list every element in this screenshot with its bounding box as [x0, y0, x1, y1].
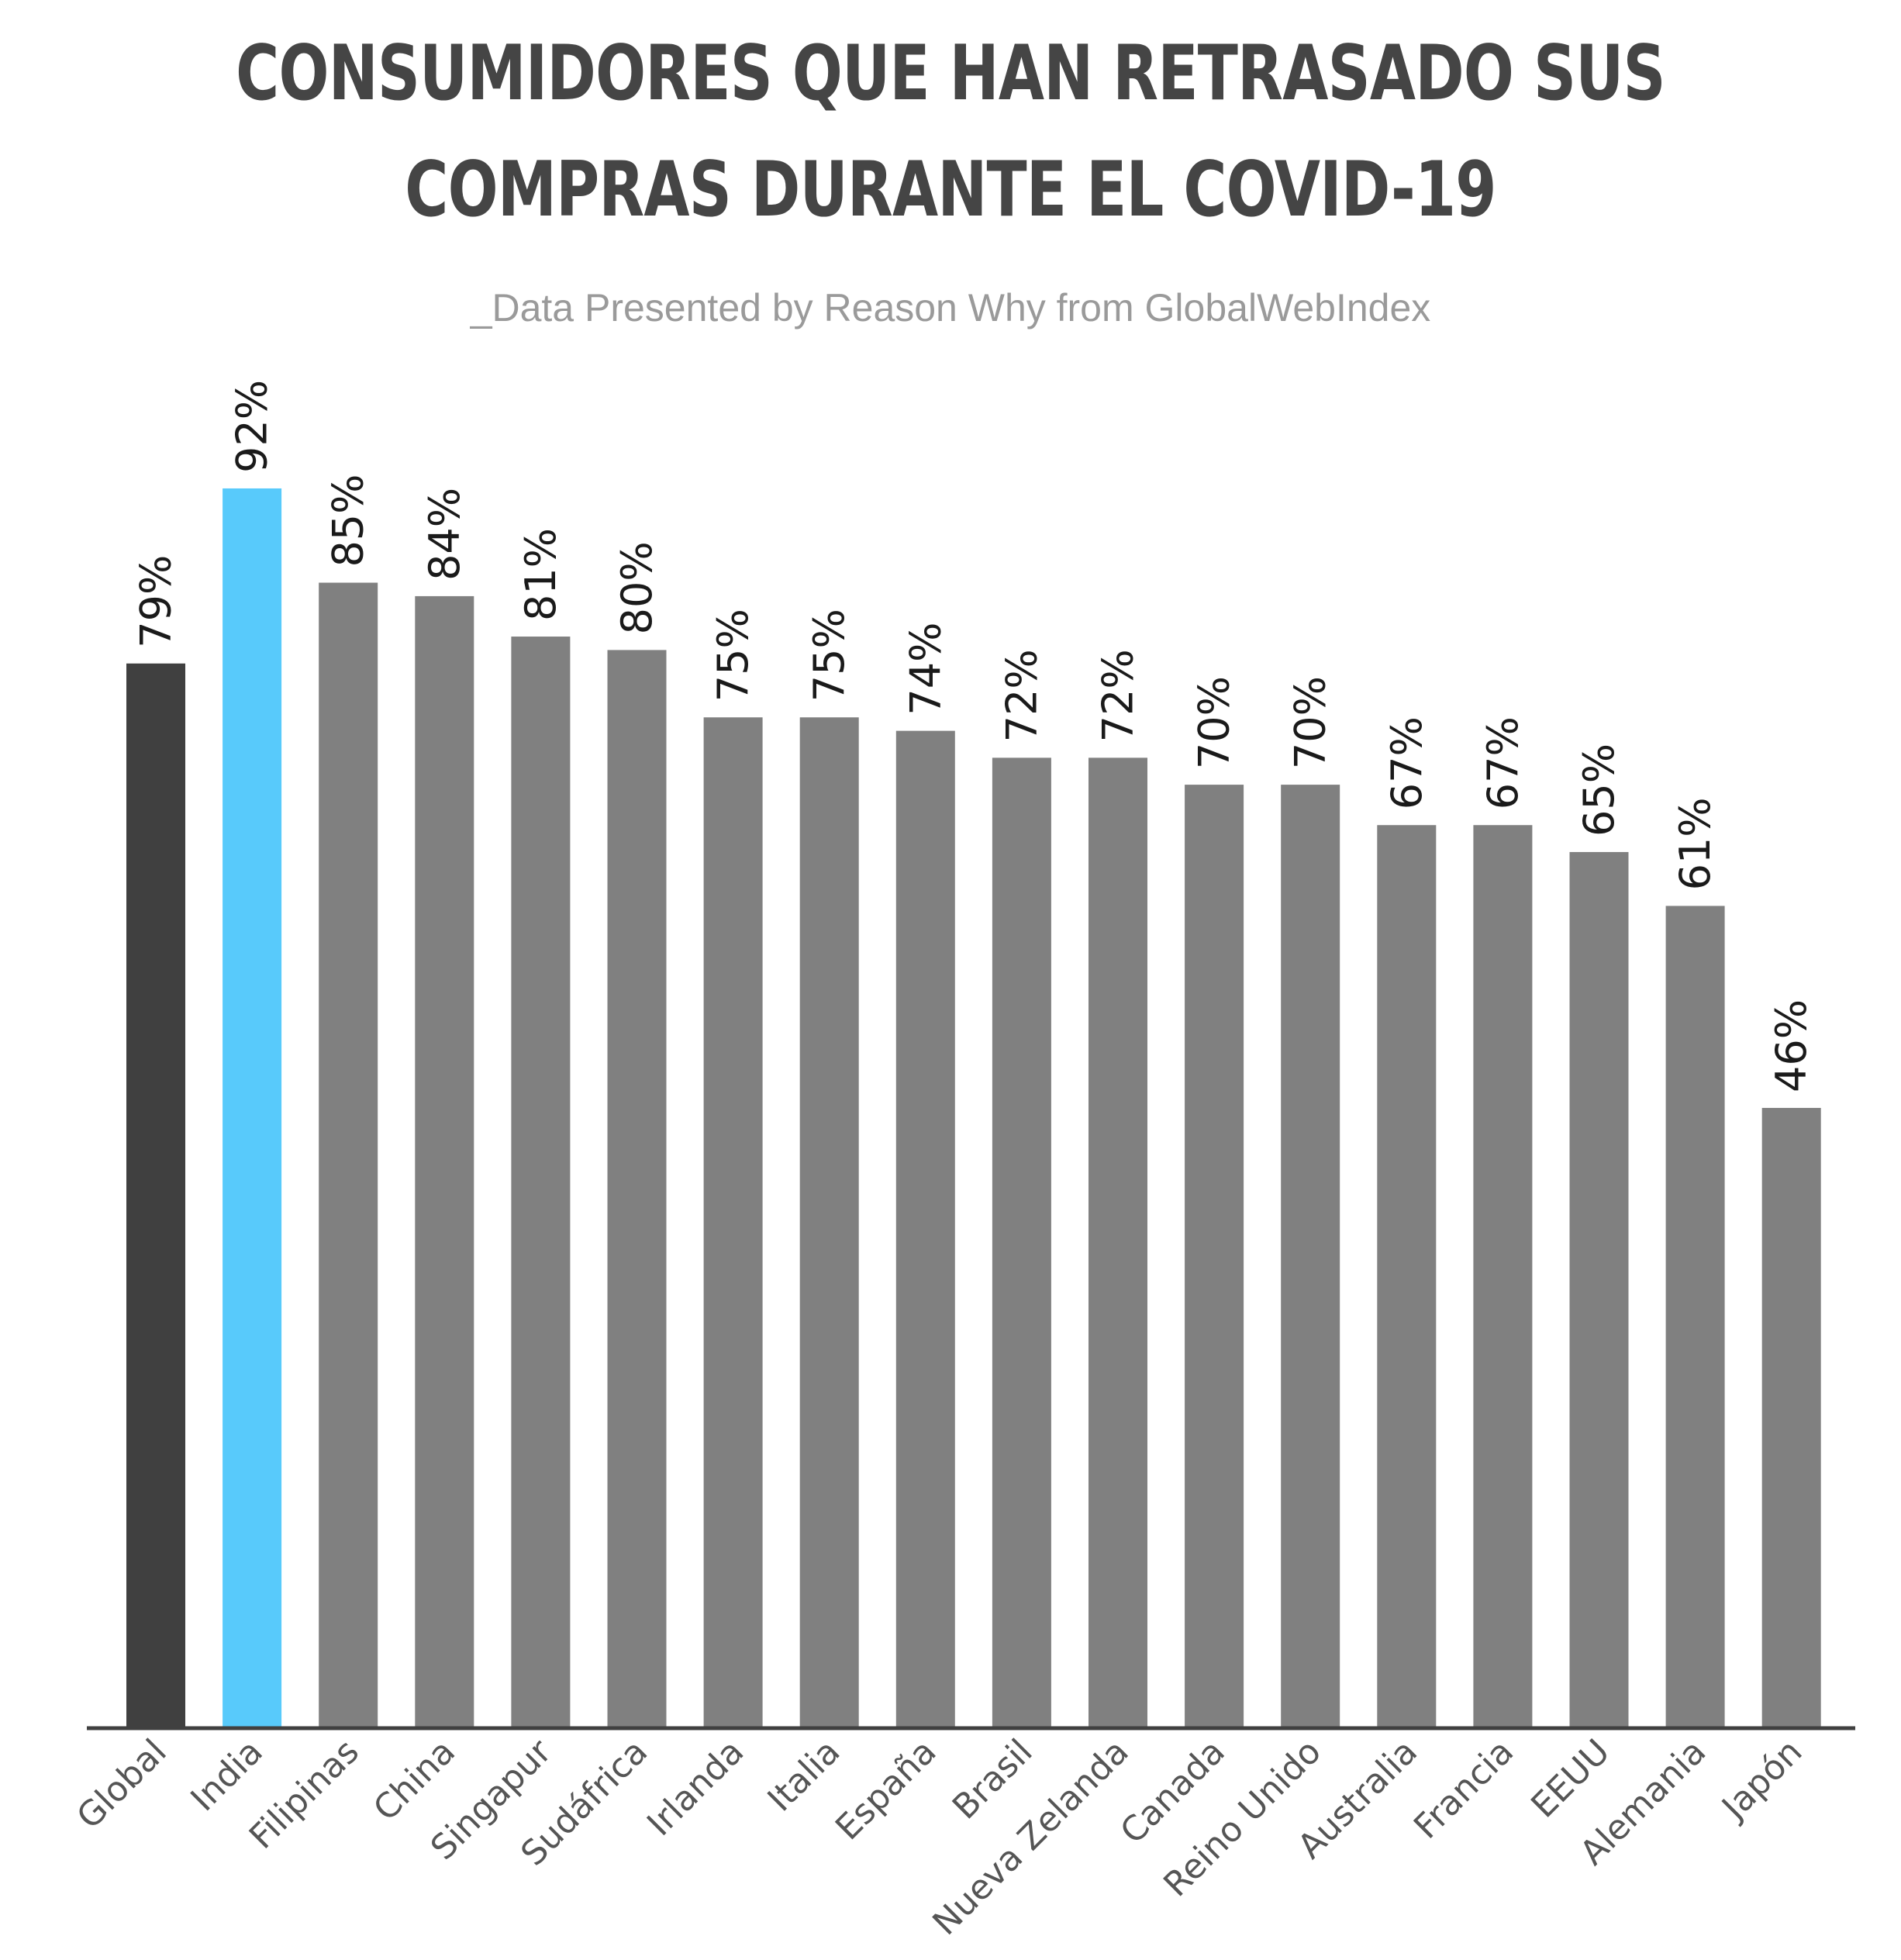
value-label-nueva-zelanda: 72% [1094, 649, 1143, 742]
bar-canada [1185, 785, 1244, 1727]
bar-eeuu [1569, 851, 1629, 1727]
bar-sudafrica [607, 650, 667, 1727]
value-label-brasil: 72% [997, 649, 1046, 742]
value-label-global: 79% [132, 555, 181, 648]
category-label-eeuu: EEUU [1523, 1732, 1617, 1826]
value-label-irlanda: 75% [709, 609, 757, 702]
value-label-canada: 70% [1190, 676, 1239, 769]
category-label-brasil: Brasil [945, 1732, 1040, 1827]
bar-francia [1473, 825, 1533, 1727]
category-label-italia: Italia [761, 1732, 848, 1820]
category-label-japon: Japón [1713, 1732, 1810, 1829]
bar-japon [1761, 1107, 1821, 1727]
bar-italia [799, 717, 859, 1727]
value-label-espana: 74% [901, 623, 950, 716]
value-label-india: 92% [228, 380, 277, 473]
bar-singapur [511, 637, 571, 1727]
category-label-india: India [183, 1732, 270, 1819]
chart-subtitle: _Data Presented by Reason Why from Globa… [470, 286, 1431, 330]
chart-title-line-1: CONSUMIDORES QUE HAN RETRASADO SUS [236, 29, 1665, 118]
value-label-japon: 46% [1767, 999, 1816, 1092]
category-label-espana: España [828, 1732, 944, 1848]
value-label-singapur: 81% [516, 528, 565, 621]
bar-australia [1377, 825, 1437, 1727]
bar-nueva-zelanda [1089, 757, 1147, 1727]
value-label-eeuu: 65% [1575, 744, 1623, 837]
bar-espana [895, 730, 955, 1727]
bar-reino-unido [1281, 785, 1340, 1727]
chart-title: CONSUMIDORES QUE HAN RETRASADO SUS COMPR… [209, 16, 1692, 248]
value-labels-group: 79% 92% 85% 84% 81% 80% 75% 75% 74% 72% 72% 70% 70% 6… [132, 380, 1816, 1092]
value-label-alemania: 61% [1671, 797, 1720, 890]
value-label-reino-unido: 70% [1286, 676, 1335, 769]
bar-india [223, 488, 282, 1728]
bar-global [126, 663, 185, 1727]
value-label-sudafrica: 80% [612, 541, 661, 634]
value-label-australia: 67% [1382, 716, 1431, 809]
value-label-filipinas: 85% [324, 474, 373, 568]
value-label-francia: 67% [1478, 716, 1527, 809]
category-label-irlanda: Irlanda [640, 1732, 751, 1844]
category-label-francia: Francia [1406, 1732, 1521, 1847]
bar-china [415, 595, 474, 1728]
chart-title-line-2: COMPRAS DURANTE EL COVID-19 [405, 146, 1496, 234]
value-label-italia: 75% [805, 609, 854, 702]
bar-alemania [1665, 906, 1725, 1727]
category-label-global: Global [69, 1732, 174, 1837]
bar-irlanda [703, 717, 763, 1727]
value-label-china: 84% [420, 488, 469, 581]
bar-brasil [992, 757, 1051, 1727]
bars-group [126, 488, 1821, 1728]
bar-filipinas [319, 582, 378, 1727]
